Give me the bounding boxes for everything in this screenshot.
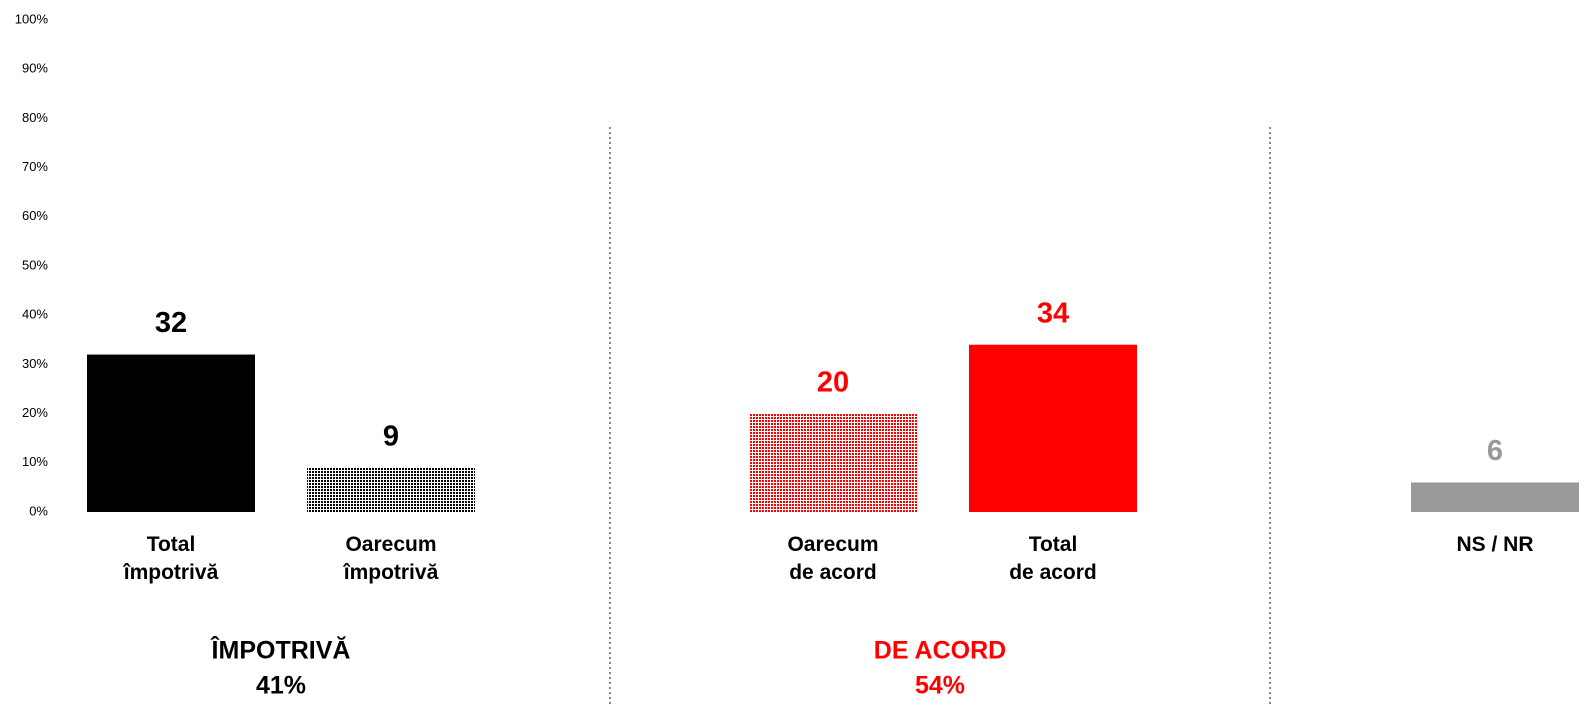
value-label: 6 <box>1487 435 1503 467</box>
bar <box>87 354 255 512</box>
value-label: 32 <box>155 307 187 339</box>
bar <box>1411 482 1579 512</box>
group-total: 54% <box>915 672 965 700</box>
y-tick-label: 70% <box>22 159 48 174</box>
value-label: 34 <box>1037 297 1069 329</box>
group-total: 41% <box>256 672 306 700</box>
y-tick-label: 20% <box>22 405 48 420</box>
value-label: 20 <box>817 366 849 398</box>
bar <box>749 413 917 512</box>
y-tick-label: 0% <box>29 503 48 518</box>
y-tick-label: 90% <box>22 61 48 76</box>
y-tick-label: 40% <box>22 307 48 322</box>
y-tick-label: 10% <box>22 454 48 469</box>
x-tick-label: Total de acord <box>1009 533 1097 584</box>
y-tick-label: 30% <box>22 356 48 371</box>
group-title: DE ACORD <box>874 637 1006 665</box>
y-tick-label: 60% <box>22 208 48 223</box>
bar <box>969 344 1137 512</box>
group-title: ÎMPOTRIVĂ <box>210 635 351 665</box>
value-label: 9 <box>383 420 399 452</box>
bar <box>307 467 475 512</box>
x-tick-label: Oarecum împotrivă <box>343 533 439 584</box>
y-tick-label: 80% <box>22 110 48 125</box>
x-tick-label: Oarecum de acord <box>787 533 879 584</box>
y-tick-label: 50% <box>22 257 48 272</box>
x-tick-label: NS / NR <box>1456 533 1534 556</box>
x-tick-label: Total împotrivă <box>123 533 219 584</box>
y-tick-label: 100% <box>15 11 49 26</box>
